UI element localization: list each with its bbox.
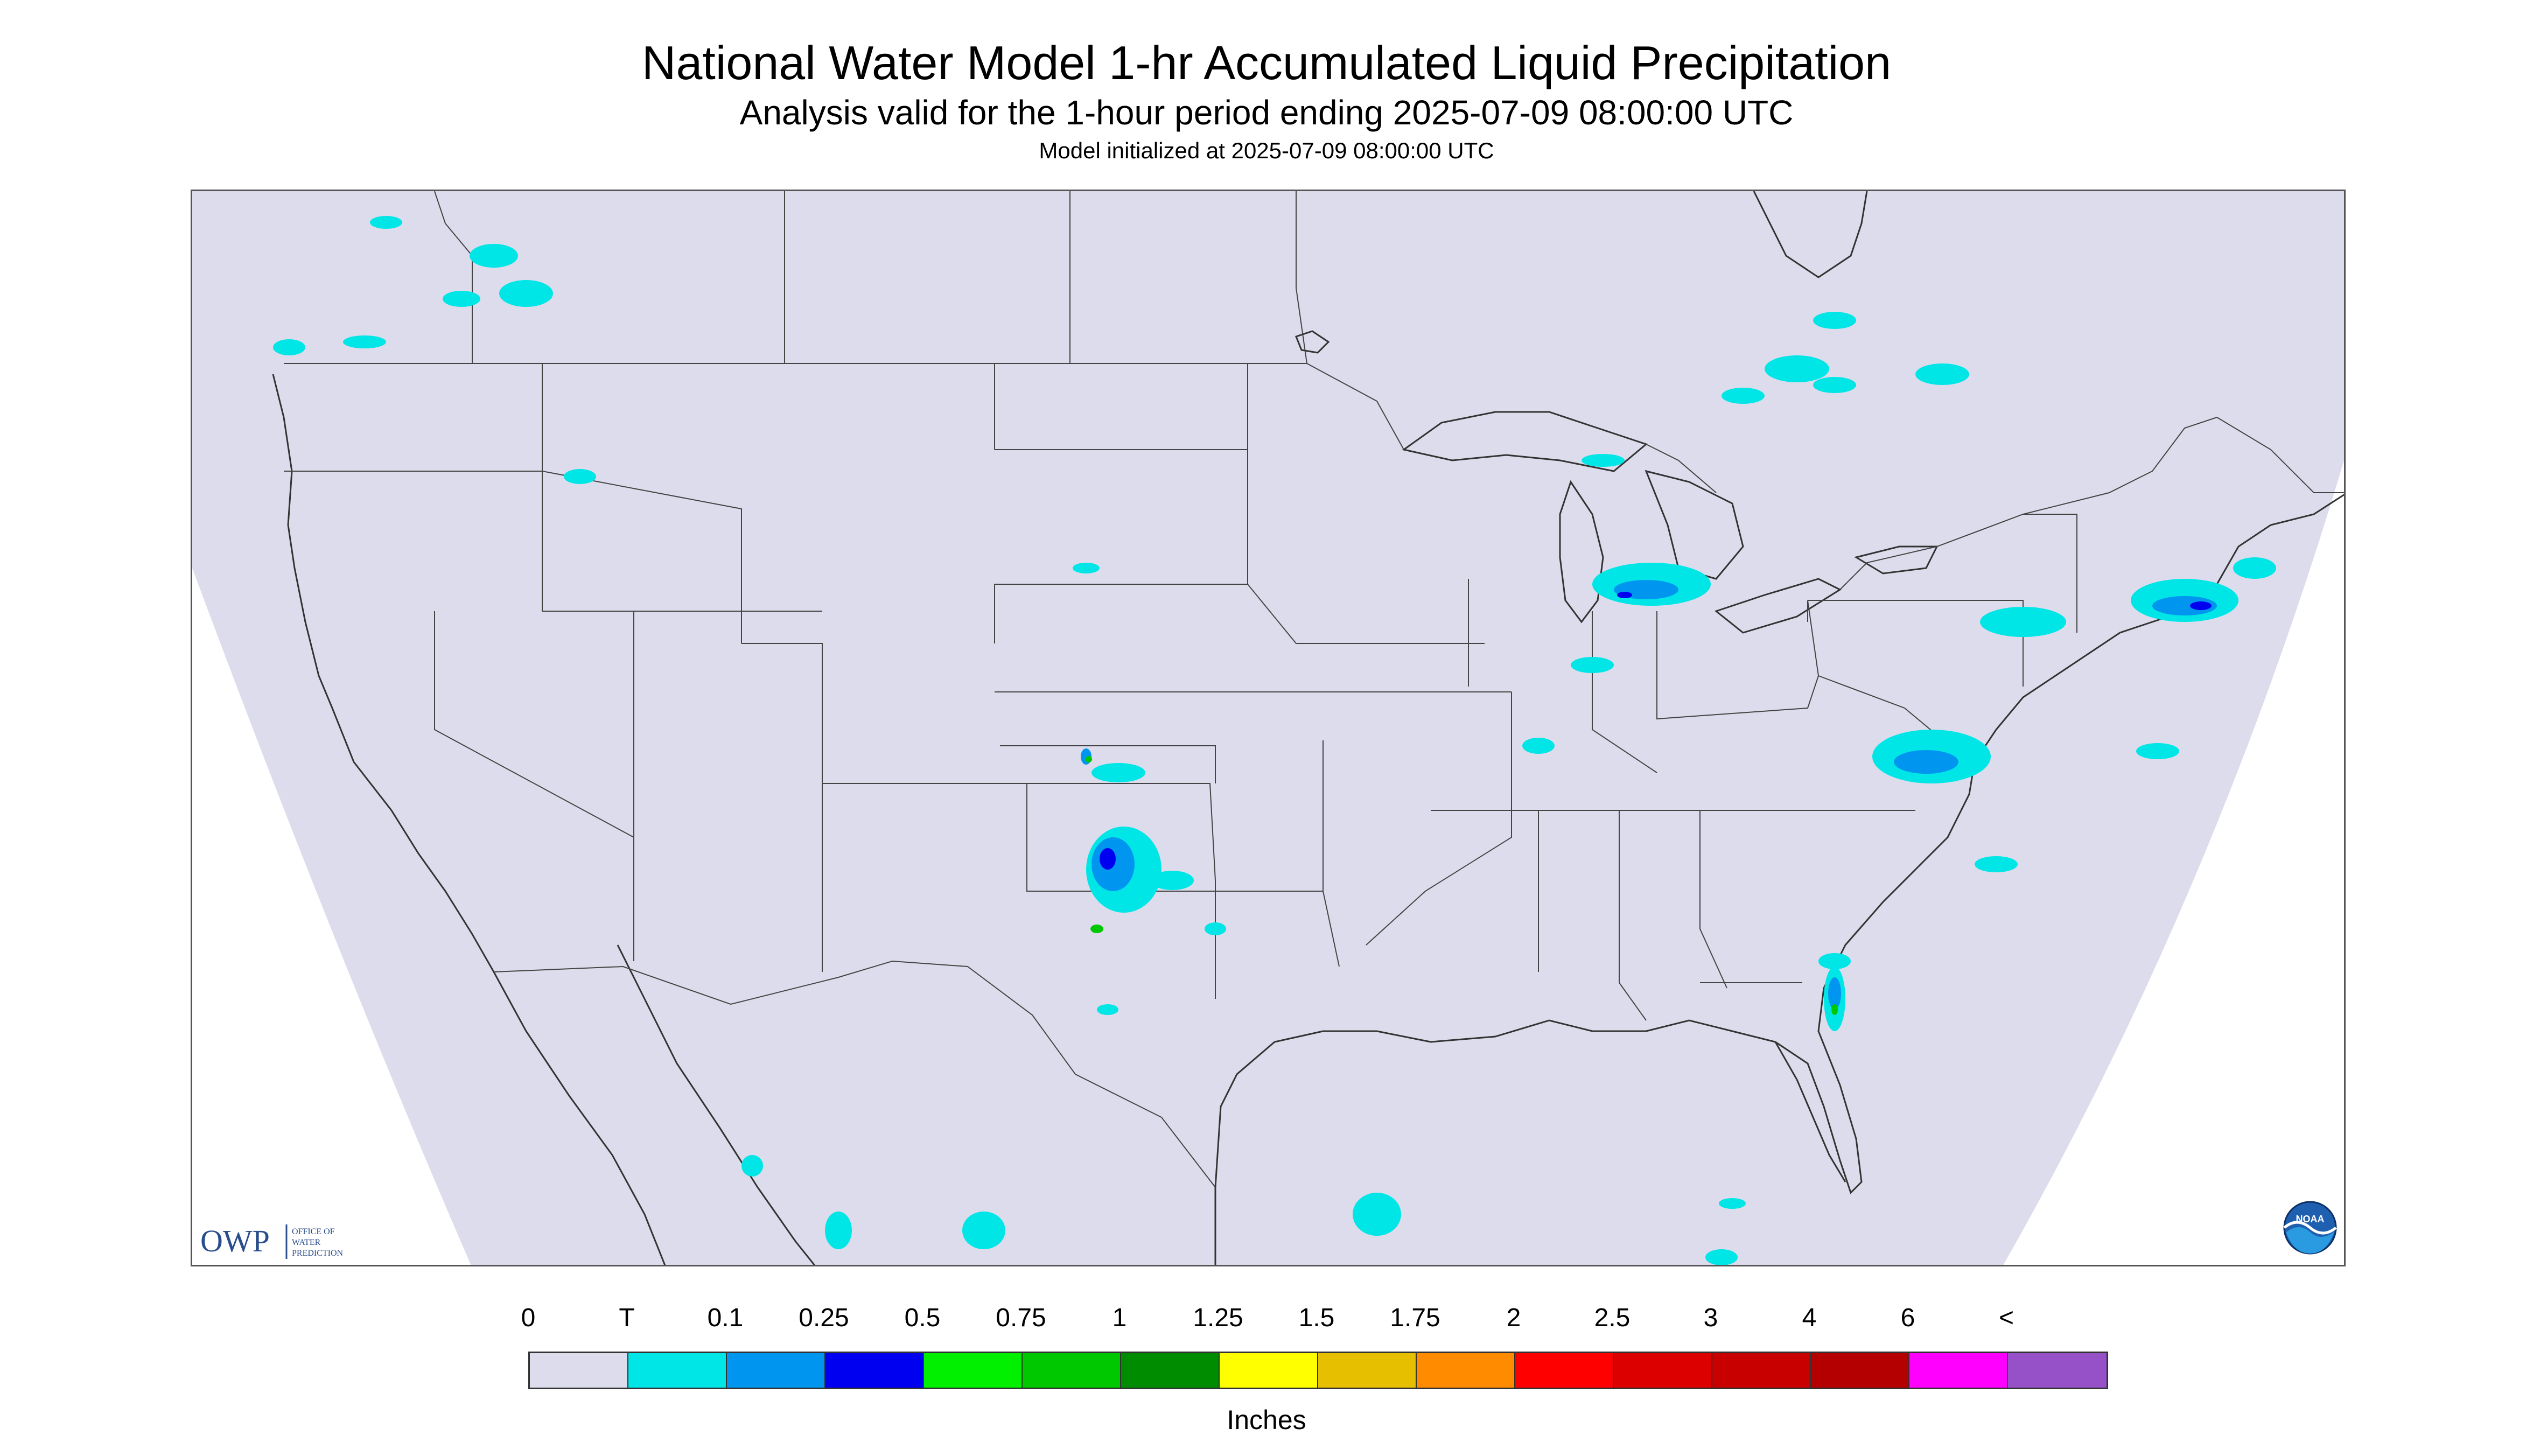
lake-michigan bbox=[1559, 480, 1604, 624]
james-bay-coastline bbox=[1753, 191, 1868, 278]
baja-coastline bbox=[493, 971, 666, 1265]
precip-heavy-areas bbox=[1100, 592, 2212, 870]
legend-tick-label: 1.25 bbox=[1193, 1304, 1243, 1332]
legend-swatch bbox=[1811, 1353, 1909, 1388]
legend-swatch bbox=[924, 1353, 1023, 1388]
legend-labels: 0 T 0.1 0.25 0.5 0.75 1 1.25 1.5 1.75 2 2.5 3 4 6 < bbox=[0, 1303, 2533, 1341]
owp-mark: OWP bbox=[200, 1223, 270, 1258]
pacific-coastline bbox=[272, 374, 495, 972]
legend-swatch bbox=[1220, 1353, 1318, 1388]
province-borders bbox=[434, 191, 1307, 364]
us-canada-border bbox=[284, 363, 2344, 590]
political-boundaries bbox=[284, 191, 2344, 1188]
precip-light-areas bbox=[1081, 580, 2217, 1010]
legend-swatch bbox=[2008, 1353, 2107, 1388]
gulf-coastline bbox=[1214, 494, 2344, 1265]
legend-swatch bbox=[1318, 1353, 1417, 1388]
legend-tick-label: 1.5 bbox=[1298, 1304, 1335, 1332]
owp-text-3: PREDICTION bbox=[292, 1249, 344, 1258]
legend-tick-label: 4 bbox=[1802, 1304, 1817, 1332]
noaa-logo: NOAA bbox=[2283, 1201, 2337, 1257]
legend-tick-label: T bbox=[619, 1304, 635, 1332]
model-init-line: Model initialized at 2025-07-09 08:00:00… bbox=[1039, 138, 1494, 163]
us-mexico-border bbox=[493, 960, 1216, 1188]
legend-colorbar bbox=[528, 1352, 2108, 1389]
state-borders bbox=[284, 363, 2077, 1021]
model-domain bbox=[192, 191, 2344, 1265]
owp-text-2: WATER bbox=[292, 1238, 321, 1247]
legend-tick-label: 1.75 bbox=[1390, 1304, 1440, 1332]
legend-tick-label: 1 bbox=[1112, 1304, 1127, 1332]
legend-swatch bbox=[727, 1353, 825, 1388]
legend-tick-label: 2.5 bbox=[1594, 1304, 1631, 1332]
legend-swatch bbox=[1121, 1353, 1220, 1388]
legend-tick-label: 0.1 bbox=[707, 1304, 744, 1332]
lake-huron bbox=[1645, 470, 1744, 580]
legend-swatch bbox=[825, 1353, 924, 1388]
legend-tick-label: 0.5 bbox=[904, 1304, 941, 1332]
legend-swatch bbox=[628, 1353, 727, 1388]
legend-swatch bbox=[1515, 1353, 1614, 1388]
legend-tick-label: 0.25 bbox=[799, 1304, 849, 1332]
legend-tick-label: 0 bbox=[521, 1304, 536, 1332]
legend-swatch bbox=[1023, 1353, 1121, 1388]
legend-tick-label: 2 bbox=[1506, 1304, 1521, 1332]
map-canvas bbox=[192, 191, 2344, 1265]
legend-swatch bbox=[1909, 1353, 2008, 1388]
owp-text-1: OFFICE OF bbox=[292, 1227, 335, 1236]
map-title: National Water Model 1-hr Accumulated Li… bbox=[641, 36, 1892, 89]
owp-logo: OWP OFFICE OF WATER PREDICTION bbox=[200, 1220, 383, 1266]
legend-tick-label: 0.75 bbox=[996, 1304, 1046, 1332]
legend-swatch bbox=[1614, 1353, 1712, 1388]
map-subtitle: Analysis valid for the 1-hour period end… bbox=[739, 93, 1794, 132]
legend-swatch bbox=[530, 1353, 628, 1388]
lake-of-the-woods bbox=[1295, 330, 1330, 354]
legend-tick-label: 3 bbox=[1703, 1304, 1718, 1332]
lake-ontario bbox=[1854, 545, 1939, 575]
legend-tick-label: < bbox=[1998, 1304, 2014, 1332]
noaa-text: NOAA bbox=[2296, 1214, 2325, 1224]
legend-swatch bbox=[1712, 1353, 1811, 1388]
legend-swatch bbox=[1417, 1353, 1515, 1388]
precipitation-map bbox=[191, 190, 2346, 1266]
legend-tick-label: 6 bbox=[1900, 1304, 1915, 1332]
legend-units: Inches bbox=[1227, 1405, 1306, 1435]
gulf-of-california bbox=[617, 944, 816, 1265]
florida-coastline bbox=[1774, 1041, 1846, 1182]
precip-green-areas bbox=[1086, 756, 1838, 1015]
